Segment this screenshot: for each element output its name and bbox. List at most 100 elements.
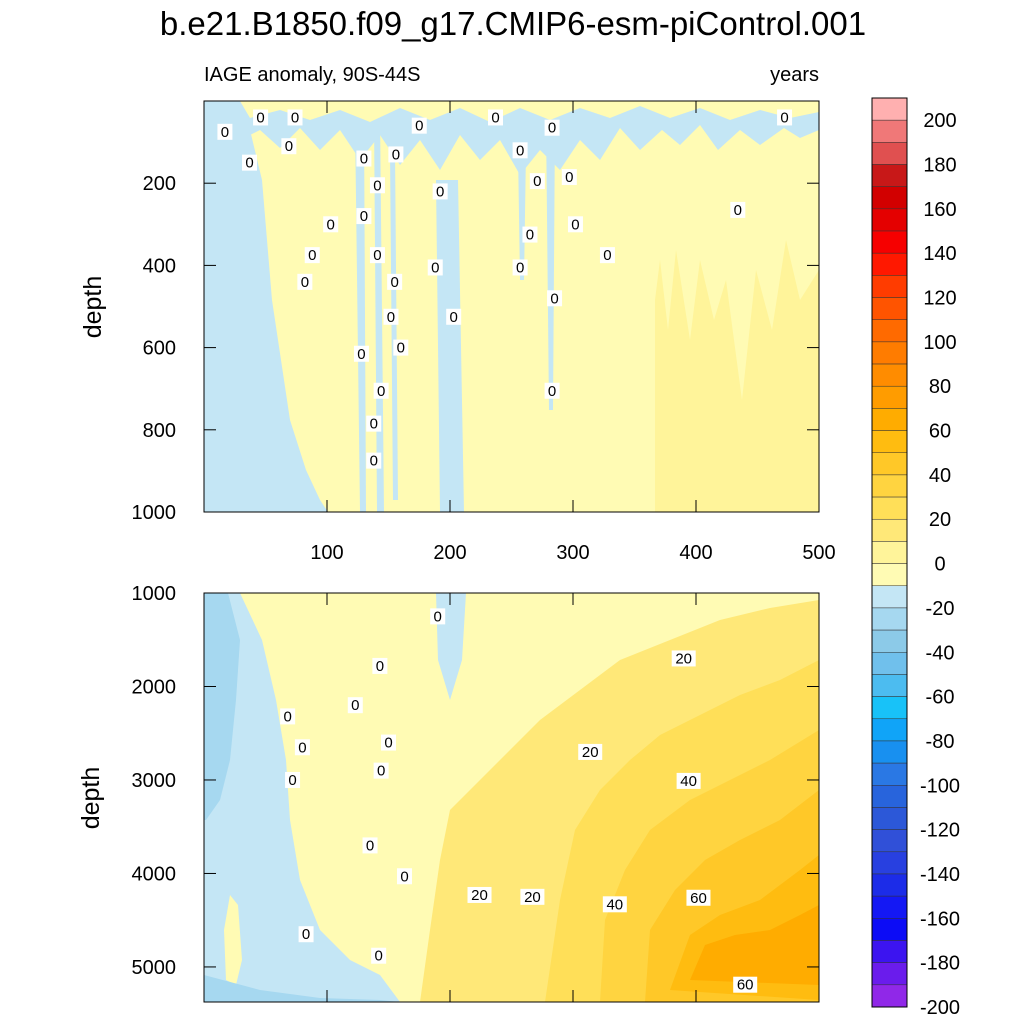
lower-contour-label-bg <box>671 650 696 667</box>
upper-contour-label: 0 <box>516 142 524 159</box>
upper-contour-label-bg <box>561 169 577 186</box>
x-tick-label: 100 <box>310 542 343 564</box>
subtitle-left: IAGE anomaly, 90S-44S <box>204 64 420 86</box>
colorbar-label: -40 <box>926 642 955 664</box>
upper-contour-label-bg <box>369 177 385 194</box>
colorbar-label: 60 <box>929 421 951 443</box>
lower-contour-label-bg <box>373 762 389 779</box>
lower-contour-label-bg <box>467 886 492 903</box>
upper-contour-label: 0 <box>370 416 378 433</box>
upper-contour-label-bg <box>287 109 303 126</box>
upper-contour-label: 0 <box>491 109 499 126</box>
upper-contour-label-bg <box>446 308 462 325</box>
colorbar-swatch <box>871 674 908 697</box>
colorbar-swatch <box>871 762 908 786</box>
colorbar-swatch <box>871 275 908 298</box>
colorbar-label: -160 <box>920 908 960 930</box>
colorbar-label: 140 <box>923 243 956 265</box>
colorbar-label: 120 <box>923 288 956 310</box>
upper-contour-label: 0 <box>370 453 378 470</box>
colorbar-swatch <box>871 785 908 808</box>
colorbar-swatch <box>871 629 908 653</box>
colorbar-label: 200 <box>923 110 956 132</box>
lower-contour-label: 0 <box>288 772 296 789</box>
upper-contour-label-bg <box>488 109 504 126</box>
colorbar-swatch <box>871 496 908 520</box>
upper-contour-label-bg <box>366 452 382 469</box>
upper-contour-label: 0 <box>550 290 558 307</box>
upper-contour-label: 0 <box>526 227 534 244</box>
colorbar-swatch <box>871 186 908 210</box>
lower-contour-label: 0 <box>283 708 291 725</box>
lower-contour-label-bg <box>733 976 758 993</box>
upper-y-tick-label: 200 <box>143 173 176 195</box>
colorbar-label: 20 <box>929 509 951 531</box>
lower-contour-label: 0 <box>366 837 374 854</box>
upper-contour-label: 0 <box>780 109 788 126</box>
upper-contour-label-bg <box>512 259 528 276</box>
upper-contour-label: 0 <box>256 109 264 126</box>
upper-contour-label-bg <box>411 117 427 134</box>
colorbar-swatch <box>871 363 908 387</box>
upper-contour-label: 0 <box>734 202 742 219</box>
lower-contour-label-bg <box>430 608 446 625</box>
upper-contour-label: 0 <box>360 151 368 168</box>
x-tick-label: 500 <box>802 542 835 564</box>
lower-contour-label-bg <box>371 947 387 964</box>
colorbar-swatch <box>871 408 908 431</box>
upper-contour-label-bg <box>323 216 339 233</box>
upper-contour-label: 0 <box>377 383 385 400</box>
x-tick-label: 400 <box>679 542 712 564</box>
lower-contour-label-bg <box>520 888 545 905</box>
upper-contour-label: 0 <box>431 259 439 276</box>
colorbar-swatch <box>871 585 908 609</box>
colorbar-swatch <box>871 652 908 675</box>
upper-contour-label-bg <box>567 216 583 233</box>
lower-contour-label-bg <box>362 837 378 854</box>
upper-contour-label: 0 <box>548 120 556 137</box>
upper-contour-label-bg <box>388 146 404 163</box>
colorbar-swatch <box>871 962 908 986</box>
colorbar-label: 180 <box>923 155 956 177</box>
colorbar-swatch <box>871 807 908 830</box>
colorbar-label: -20 <box>926 598 955 620</box>
colorbar-swatch <box>871 119 908 143</box>
upper-contour-label-bg <box>393 339 409 356</box>
upper-contour-label-bg <box>777 109 793 126</box>
upper-contour-label-bg <box>242 154 258 171</box>
lower-contour-label: 0 <box>302 926 310 943</box>
colorbar-swatch <box>871 474 908 498</box>
upper-contour-label: 0 <box>450 309 458 326</box>
upper-contour-label-bg <box>529 173 545 190</box>
upper-contour-label-bg <box>297 273 313 290</box>
upper-y-tick-label: 400 <box>143 255 176 277</box>
colorbar-label: 80 <box>929 376 951 398</box>
upper-contour-label: 0 <box>571 216 579 233</box>
upper-contour-label-bg <box>281 138 297 155</box>
upper-contour-label-bg <box>522 226 538 243</box>
lower-contour-label: 0 <box>377 763 385 780</box>
colorbar-swatch <box>871 918 908 941</box>
upper-contour-label: 0 <box>357 346 365 363</box>
lower-y-tick-label: 1000 <box>132 583 177 605</box>
colorbar-label: -120 <box>920 820 960 842</box>
x-tick-label: 200 <box>433 542 466 564</box>
upper-contour-label-bg <box>369 247 385 264</box>
upper-contour-label-bg <box>599 247 615 264</box>
colorbar-swatch <box>871 452 908 476</box>
colorbar-label: 40 <box>929 465 951 487</box>
colorbar-label: -140 <box>920 864 960 886</box>
lower-contour-label: 40 <box>606 896 623 913</box>
colorbar-swatch <box>871 895 908 919</box>
upper-contour-label-bg <box>383 308 399 325</box>
upper-contour-label-bg <box>544 382 560 399</box>
lower-contour-label: 60 <box>690 890 707 907</box>
lower-contour-label: 0 <box>400 868 408 885</box>
lower-contour-label: 20 <box>471 887 488 904</box>
upper-contour-label-bg <box>427 259 443 276</box>
upper-contour-label: 0 <box>387 309 395 326</box>
